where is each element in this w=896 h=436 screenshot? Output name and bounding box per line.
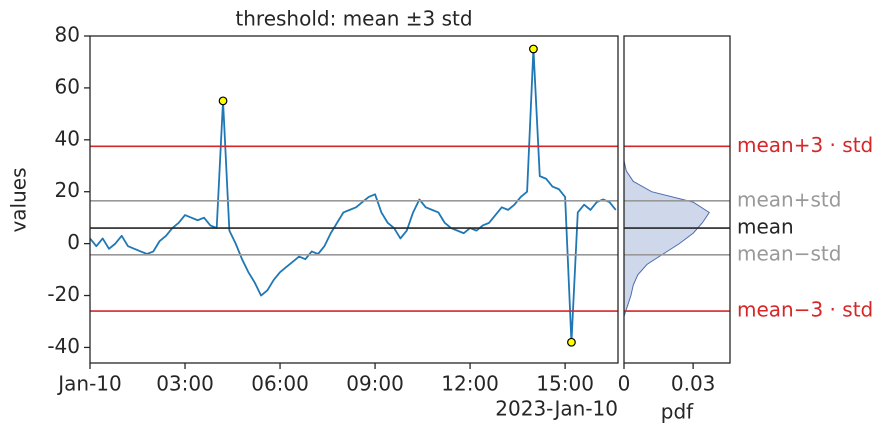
x-tick-label: Jan-10 [56,372,122,396]
outlier-point [567,337,576,347]
chart-title: threshold: mean ±3 std [235,7,472,31]
x-tick-label: 06:00 [251,372,309,396]
kde-line [623,160,710,317]
y-tick-label: -20 [47,282,80,306]
series-line [89,48,617,344]
kde-x-label: pdf [661,400,694,424]
x-tick-label: 15:00 [536,372,594,396]
kde-x-tick-label: 0 [618,372,631,396]
outlier-point [218,96,228,106]
y-tick-label: 60 [55,74,80,98]
x-tick-label: 03:00 [156,372,214,396]
threshold-label: mean−std [737,241,841,265]
x-offset-label: 2023-Jan-10 [495,397,618,421]
y-tick-label: -40 [47,334,80,358]
kde-frame [623,35,731,364]
kde-x-tick-label: 0.03 [671,372,716,396]
y-tick-label: 40 [55,126,80,150]
y-tick-label: 0 [67,230,80,254]
x-tick-label: 12:00 [441,372,499,396]
threshold-label: mean [737,215,794,239]
y-axis-label: values [7,167,31,232]
plot-frame [89,35,619,364]
kde-area [624,160,710,317]
y-tick-label: 20 [55,178,80,202]
outlier-point [529,44,538,54]
threshold-label: mean+std [737,187,841,211]
x-tick-label: 09:00 [346,372,404,396]
y-tick-label: 80 [55,23,80,47]
threshold-label: mean−3 · std [737,298,873,322]
threshold-label: mean+3 · std [737,133,873,157]
